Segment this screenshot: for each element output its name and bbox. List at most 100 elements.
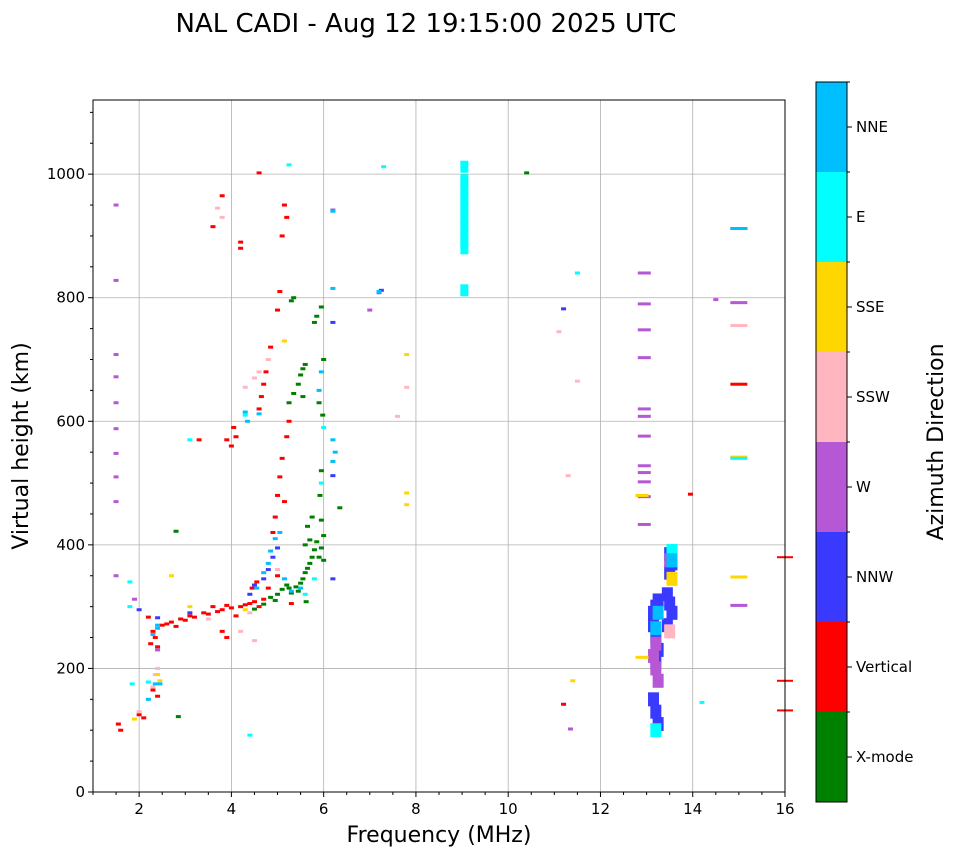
data-point [136,713,142,717]
data-point [265,586,271,590]
y-tick-label: 1000 [47,165,85,183]
data-point [277,531,283,534]
data-point [155,616,161,620]
data-point [224,603,230,607]
data-point [318,469,324,473]
data-point [275,568,281,572]
data-point [141,716,147,720]
data-point [556,330,562,334]
data-point [173,529,179,533]
data-point [330,320,336,324]
data-point [730,603,748,607]
data-point [275,493,281,497]
data-point [224,636,230,640]
data-point [311,577,317,581]
data-point [152,636,158,640]
data-point [261,382,267,386]
data-point [224,438,230,442]
data-point [173,624,179,628]
data-point [648,649,660,664]
data-marks [113,160,793,738]
data-point [321,534,327,538]
data-point [286,419,292,423]
colorbar-segment [816,352,847,442]
data-point [330,577,336,581]
data-point [650,661,662,676]
data-point [150,632,156,636]
data-point [303,600,309,604]
data-point [113,500,119,504]
data-point [113,574,119,578]
data-point [648,692,660,707]
series-nne [145,209,748,701]
data-point [242,410,248,414]
data-point [242,603,248,607]
x-tick-label: 4 [227,800,237,818]
data-point [460,220,469,233]
data-point [238,240,244,244]
data-point [318,481,324,485]
y-tick-label: 400 [56,536,85,554]
data-point [265,358,271,361]
x-tick-label: 14 [683,800,702,818]
data-point [311,320,317,324]
data-point [275,574,281,578]
data-point [263,370,269,374]
data-point [136,608,142,612]
x-tick-label: 10 [499,800,518,818]
data-point [145,615,151,619]
data-point [309,555,315,559]
data-point [699,700,705,704]
data-point [251,607,257,611]
data-point [316,555,322,559]
data-point [637,414,651,418]
data-point [113,427,119,431]
data-point [404,491,410,495]
data-point [261,571,267,575]
data-point [270,555,276,559]
data-point [652,673,664,688]
data-point [231,425,237,429]
data-point [666,553,678,568]
colorbar-tick-label: SSE [856,298,885,316]
data-point [286,163,292,167]
y-tick-label: 200 [56,659,85,677]
data-point [330,474,336,478]
data-point [258,395,264,399]
data-point [404,503,410,507]
data-point [460,183,469,196]
data-point [661,587,673,602]
data-point [302,592,308,596]
data-point [637,480,651,484]
data-point [187,438,193,442]
colorbar: X-mode Vertical NNW W SSW SSE E NNE [815,81,913,803]
data-point [652,605,664,620]
plot-area: 2 4 6 8 10 12 14 16 0 200 400 600 800 1000 [47,99,795,818]
data-point [284,583,290,587]
data-point [311,548,317,552]
data-point [394,414,400,418]
data-point [155,623,161,627]
data-point [291,391,297,395]
data-point [182,618,188,622]
data-point [330,209,336,213]
data-point [281,500,287,504]
data-point [730,227,748,231]
data-point [187,605,193,609]
data-point [127,580,133,584]
data-point [275,546,281,550]
data-point [332,450,338,454]
data-point [275,308,281,312]
data-point [664,596,676,611]
data-point [152,682,158,686]
data-point [113,278,119,282]
y-tick-label: 0 [75,783,85,801]
data-point [337,506,343,510]
data-point [302,543,308,547]
data-point [251,376,257,380]
data-point [157,682,163,686]
x-axis-ticks: 2 4 6 8 10 12 14 16 [92,792,795,818]
data-point [233,435,239,439]
data-point [275,592,281,596]
y-axis-ticks: 0 200 400 600 800 1000 [47,111,93,801]
